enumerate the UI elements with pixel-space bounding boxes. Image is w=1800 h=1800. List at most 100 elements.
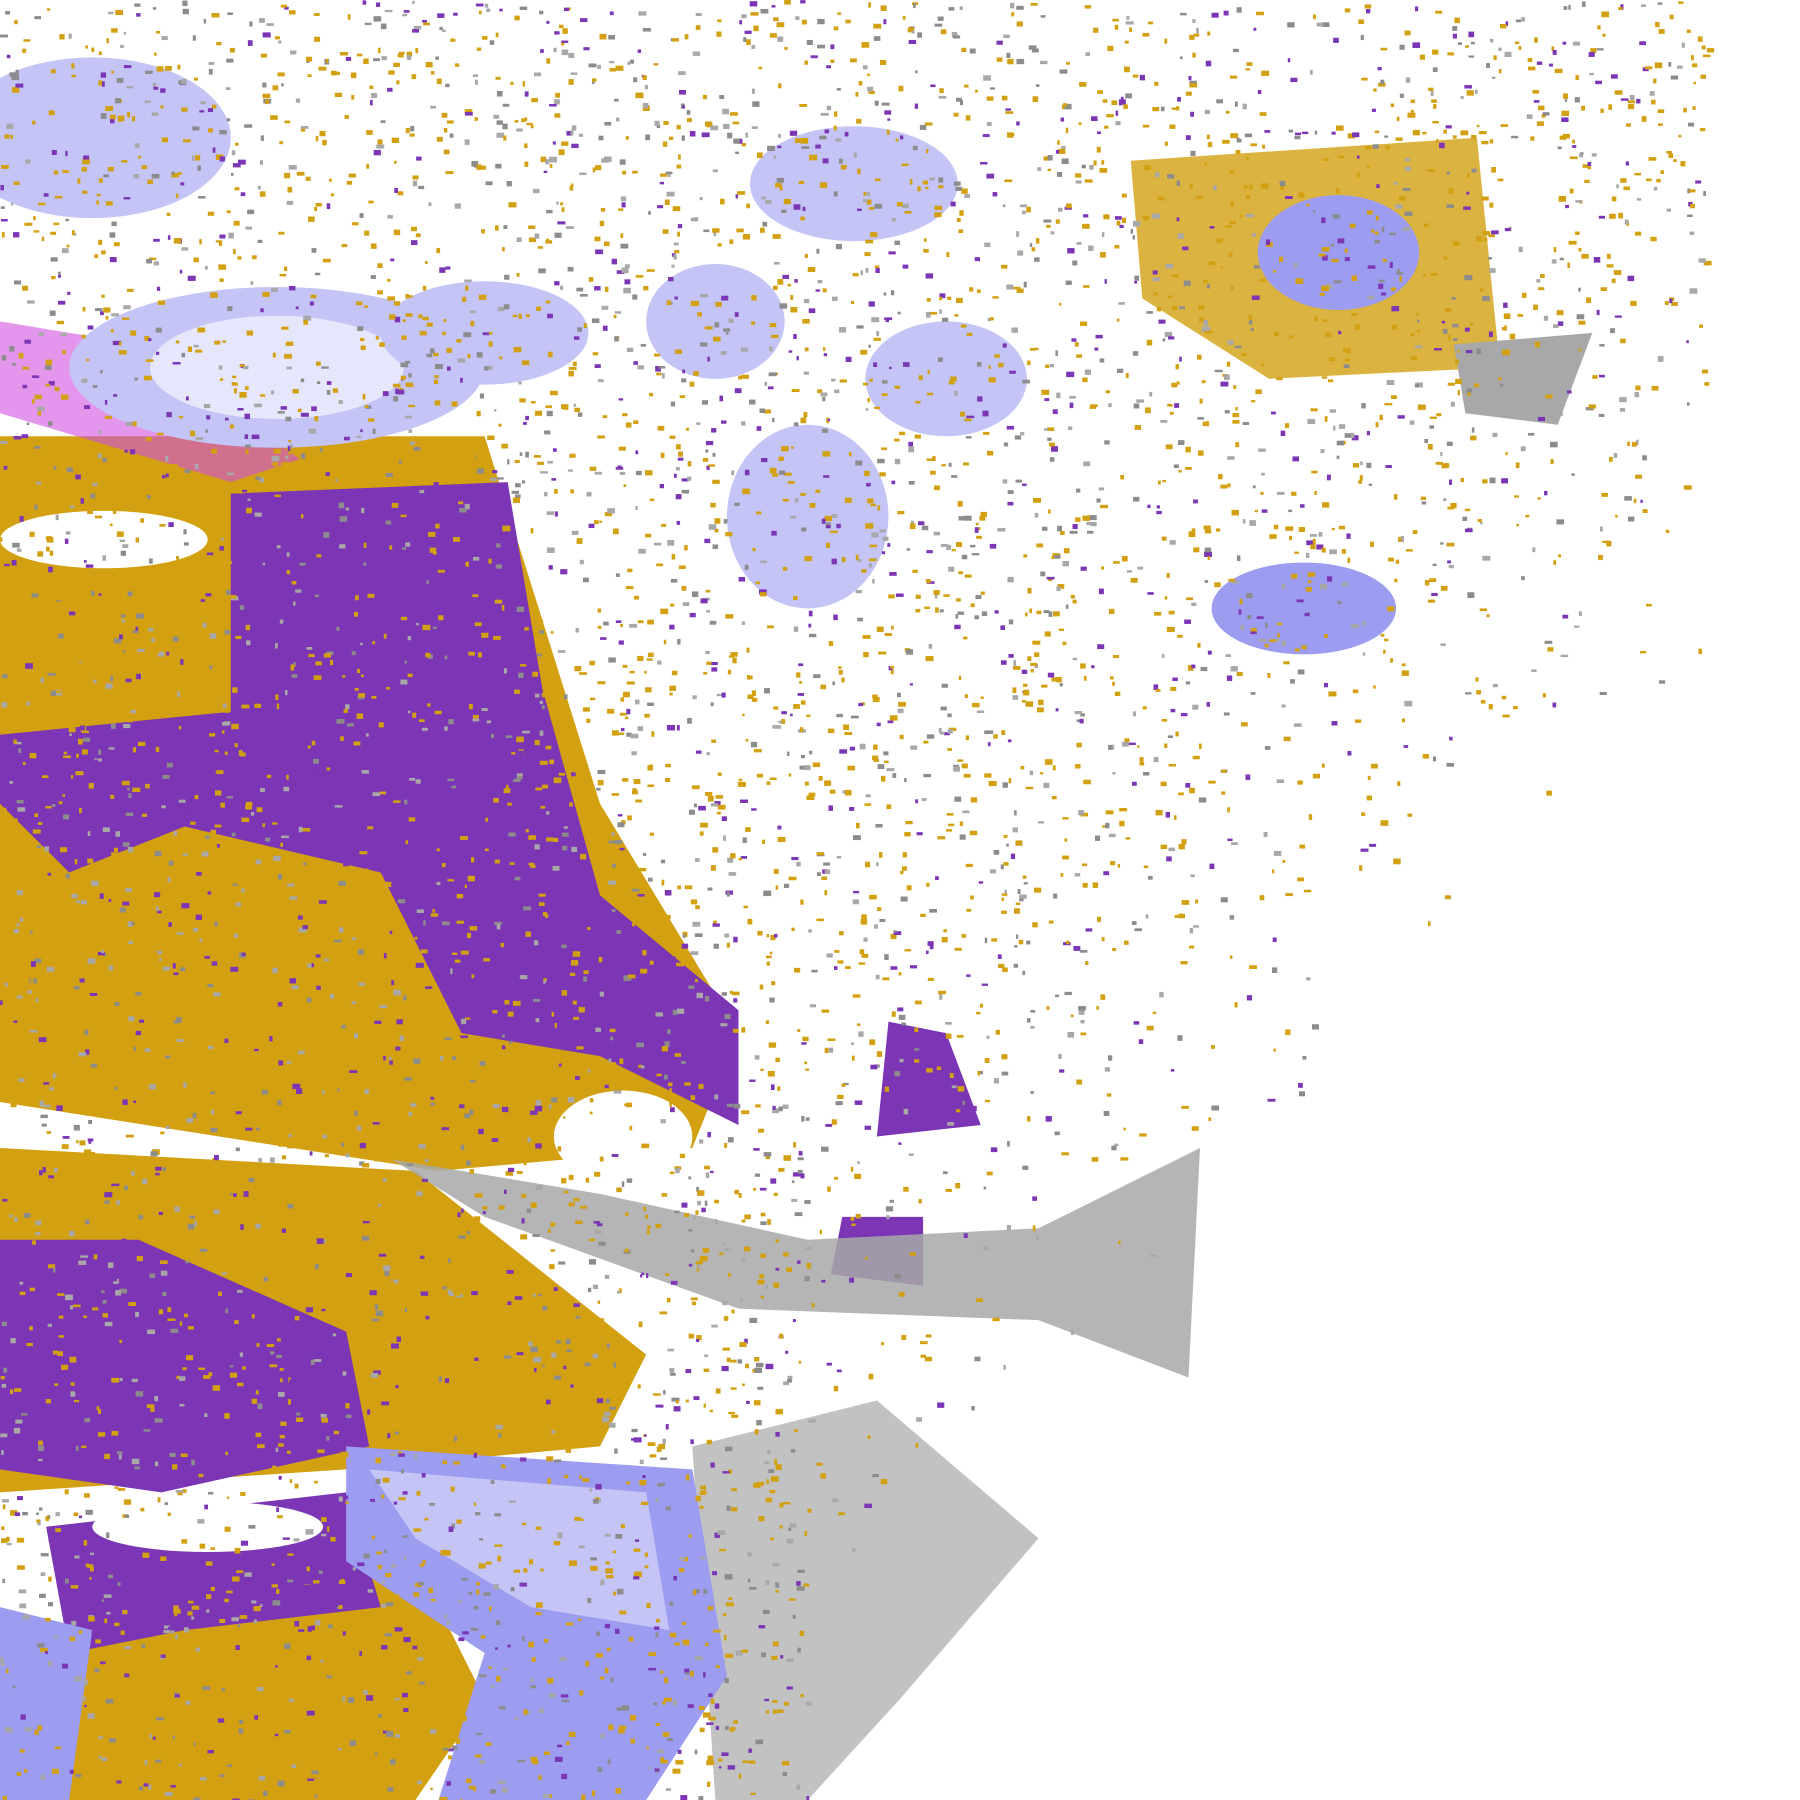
speckle [1272, 967, 1278, 974]
speckle [287, 1088, 294, 1093]
speckle [687, 717, 692, 724]
speckle [494, 1544, 503, 1547]
speckle [220, 538, 225, 541]
speckle [379, 1337, 383, 1342]
speckle [70, 664, 79, 668]
speckle [70, 774, 74, 779]
speckle [254, 403, 262, 408]
speckle [974, 615, 979, 620]
speckle [777, 1086, 781, 1091]
speckle [438, 615, 444, 621]
speckle [152, 7, 157, 10]
speckle [609, 68, 616, 72]
speckle [408, 710, 411, 714]
gray-region [692, 1400, 1039, 1800]
speckle [654, 1768, 660, 1772]
speckle [1443, 129, 1447, 134]
speckle [310, 1625, 315, 1631]
speckle [458, 1347, 466, 1351]
speckle [1252, 233, 1256, 237]
speckle [937, 836, 946, 840]
speckle [11, 559, 17, 566]
speckle [102, 81, 105, 87]
speckle [1318, 253, 1326, 257]
speckle [164, 1502, 169, 1505]
speckle [172, 636, 179, 642]
speckle [898, 972, 902, 976]
speckle [464, 884, 467, 889]
speckle [945, 1188, 952, 1192]
speckle [417, 978, 423, 982]
speckle [1294, 135, 1301, 140]
speckle [239, 392, 247, 398]
speckle [1432, 563, 1437, 567]
speckle [888, 251, 896, 255]
speckle [571, 960, 579, 966]
speckle [648, 211, 651, 215]
speckle [107, 1262, 114, 1268]
speckle [1401, 670, 1409, 676]
speckle [318, 900, 327, 904]
speckle [4, 563, 10, 567]
speckle [393, 918, 399, 922]
speckle [979, 1003, 984, 1008]
speckle [867, 73, 870, 77]
speckle [1297, 877, 1304, 882]
speckle [53, 465, 58, 470]
speckle [1030, 1025, 1035, 1029]
speckle [1038, 699, 1044, 706]
speckle [224, 629, 231, 635]
speckle [640, 1274, 643, 1278]
speckle [1405, 158, 1411, 162]
speckle [467, 875, 475, 882]
speckle [220, 1088, 226, 1092]
speckle [1048, 509, 1051, 514]
speckle [436, 881, 441, 886]
speckle [22, 48, 27, 53]
speckle [950, 376, 957, 382]
speckle [519, 957, 522, 961]
speckle [1422, 131, 1427, 135]
speckle [1316, 22, 1324, 27]
speckle [760, 458, 768, 463]
speckle [1514, 41, 1520, 45]
speckle [915, 400, 921, 404]
speckle [1177, 233, 1184, 239]
speckle [88, 1751, 92, 1756]
speckle [715, 301, 722, 307]
speckle [62, 1165, 67, 1171]
speckle [446, 347, 452, 353]
speckle [1325, 283, 1333, 290]
speckle [586, 718, 591, 723]
speckle [756, 511, 762, 515]
speckle [54, 1076, 59, 1081]
speckle [1061, 1152, 1070, 1156]
speckle [887, 543, 891, 547]
speckle [19, 1281, 24, 1285]
speckle [934, 205, 943, 211]
speckle [1522, 292, 1527, 298]
speckle [952, 35, 961, 39]
speckle [1533, 304, 1538, 311]
speckle [99, 1071, 107, 1078]
speckle [391, 137, 400, 144]
speckle [364, 868, 369, 872]
speckle [1178, 913, 1185, 919]
speckle [613, 1362, 616, 1368]
speckle [248, 1177, 255, 1183]
speckle [784, 0, 791, 5]
speckle [385, 1731, 394, 1737]
speckle [486, 1015, 495, 1020]
speckle [1371, 763, 1378, 769]
speckle [956, 217, 961, 223]
speckle [127, 719, 133, 723]
speckle [284, 1702, 289, 1707]
speckle [551, 1011, 555, 1017]
speckle [579, 1690, 584, 1696]
speckle [433, 482, 439, 488]
speckle [476, 468, 484, 474]
speckle [865, 794, 871, 798]
speckle [1246, 62, 1253, 66]
speckle [684, 1677, 688, 1681]
speckle [796, 672, 801, 678]
